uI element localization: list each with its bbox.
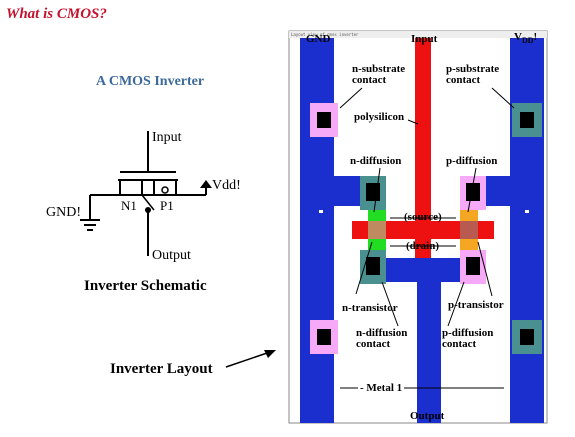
- p-substrate-contact-label: p-substrate contact: [446, 63, 500, 86]
- pmos-bubble: [161, 186, 169, 194]
- source-label: (source): [404, 211, 442, 223]
- arrow-right-icon: [264, 350, 276, 358]
- drain-label: (drain): [406, 240, 439, 252]
- arrow-n-transistor: [355, 241, 373, 295]
- metal-stub-right: [486, 176, 510, 206]
- metal1-label: - Metal 1: [360, 382, 403, 394]
- arrow-n-substrate: [339, 87, 363, 109]
- polysilicon-label: polysilicon: [354, 111, 405, 123]
- metal-rail-gnd: [300, 38, 334, 423]
- layout-caption: Inverter Layout: [110, 361, 213, 377]
- arrow-polysilicon: [407, 119, 419, 125]
- schematic-vdd-label: Vdd!: [212, 178, 241, 193]
- schematic-title: Inverter Schematic: [84, 278, 207, 294]
- p-diffusion-contact-label: p-diffusion contact: [442, 327, 494, 350]
- arrow-p-diffusion: [467, 167, 477, 213]
- poly-gate-horizontal: [352, 221, 494, 239]
- arrow-p-diffusion-contact: [447, 281, 465, 327]
- layout-header-bar: [289, 31, 547, 38]
- schematic-output-label: Output: [152, 248, 191, 263]
- via-mark: [525, 210, 529, 213]
- metal-stub-left: [334, 176, 360, 206]
- contact-cut: [520, 112, 534, 128]
- arrow-n-diffusion-contact: [381, 281, 399, 327]
- layout-output-label: Output: [410, 410, 445, 422]
- layout-header-text: Layout view of cmos inverter: [291, 32, 359, 37]
- layout-gnd-label: GND: [306, 33, 331, 45]
- n-diffusion-contact-label: n-diffusion contact: [356, 327, 408, 350]
- n-substrate-contact-label: n-substrate contact: [352, 63, 406, 86]
- contact-cut: [466, 183, 480, 201]
- n1-transistor-label: N1: [121, 198, 137, 213]
- arrow-p-substrate: [491, 87, 515, 109]
- page-title: What is CMOS?: [6, 6, 107, 22]
- p-transistor-channel: [460, 221, 478, 239]
- layout-input-label: Input: [411, 33, 438, 45]
- via-mark: [319, 210, 323, 213]
- vdd-arrow-icon: [200, 180, 212, 188]
- schematic-input-label: Input: [152, 130, 182, 145]
- schematic-heading: A CMOS Inverter: [96, 74, 205, 89]
- contact-cut: [520, 329, 534, 345]
- schematic-output-junction: [141, 194, 155, 211]
- n-transistor-channel: [368, 221, 386, 239]
- output-node-dot: [145, 207, 151, 213]
- arrow-p-transistor: [477, 241, 493, 297]
- pointer-line: [225, 351, 271, 368]
- metal-rail-vdd: [510, 38, 544, 423]
- n-transistor-label: n-transistor: [342, 302, 398, 314]
- contact-cut: [466, 257, 480, 275]
- layout-vdd-label: VDD!: [514, 31, 538, 46]
- poly-gate-vertical: [415, 38, 431, 273]
- arrow-n-diffusion: [373, 167, 381, 213]
- contact-cut: [366, 257, 380, 275]
- schematic-gnd-label: GND!: [46, 205, 81, 220]
- metal-output-line: [417, 282, 441, 423]
- p1-transistor-label: P1: [160, 198, 174, 213]
- contact-cut: [317, 112, 331, 128]
- p-diffusion-label: p-diffusion: [446, 155, 498, 167]
- n-diffusion-label: n-diffusion: [350, 155, 402, 167]
- contact-cut: [317, 329, 331, 345]
- p-transistor-label: p-transistor: [448, 299, 504, 311]
